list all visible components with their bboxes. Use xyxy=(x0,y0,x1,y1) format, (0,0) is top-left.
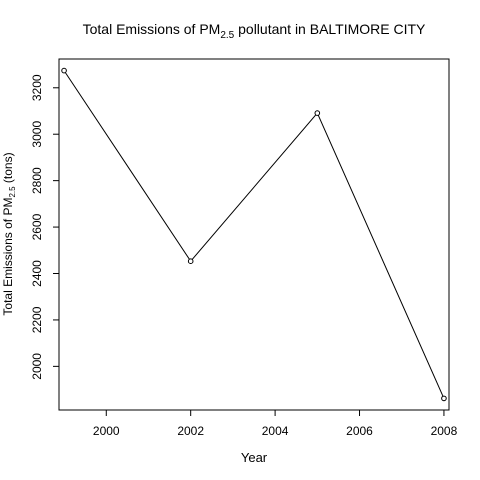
x-axis-label: Year xyxy=(241,450,268,465)
y-axis-label-prefix: Total Emissions of PM xyxy=(1,198,15,316)
x-tick-label: 2004 xyxy=(262,424,289,438)
y-tick-label: 2200 xyxy=(30,306,44,333)
y-tick-label: 2600 xyxy=(30,213,44,240)
series-group xyxy=(61,67,447,402)
y-axis: 2000 2200 2400 2600 2800 3000 3200 xyxy=(30,74,60,380)
y-tick-label: 2400 xyxy=(30,260,44,287)
y-tick-label: 3000 xyxy=(30,121,44,148)
x-tick-label: 2008 xyxy=(431,424,458,438)
chart-title-suffix: pollutant in BALTIMORE CITY xyxy=(234,21,426,37)
series-line xyxy=(63,70,445,399)
data-point xyxy=(441,395,447,402)
x-tick-label: 2000 xyxy=(93,424,120,438)
y-tick-label: 2000 xyxy=(30,353,44,380)
data-point xyxy=(314,110,321,116)
chart-title-prefix: Total Emissions of PM xyxy=(83,21,221,37)
y-tick-label: 3200 xyxy=(30,74,44,101)
x-tick-label: 2002 xyxy=(177,424,204,438)
data-point xyxy=(187,258,194,264)
data-point xyxy=(61,67,67,74)
plot-frame xyxy=(58,58,450,411)
x-tick-label: 2006 xyxy=(346,424,373,438)
y-axis-label-suffix: (tons) xyxy=(1,152,15,186)
y-tick-label: 2800 xyxy=(30,167,44,194)
y-axis-label: Total Emissions of PM2.5 (tons) xyxy=(1,152,17,315)
y-axis-label-subscript: 2.5 xyxy=(8,186,17,198)
x-axis: 2000 2002 2004 2006 2008 xyxy=(93,409,458,438)
chart-title-subscript: 2.5 xyxy=(220,30,234,41)
chart-title: Total Emissions of PM2.5 pollutant in BA… xyxy=(83,21,426,41)
